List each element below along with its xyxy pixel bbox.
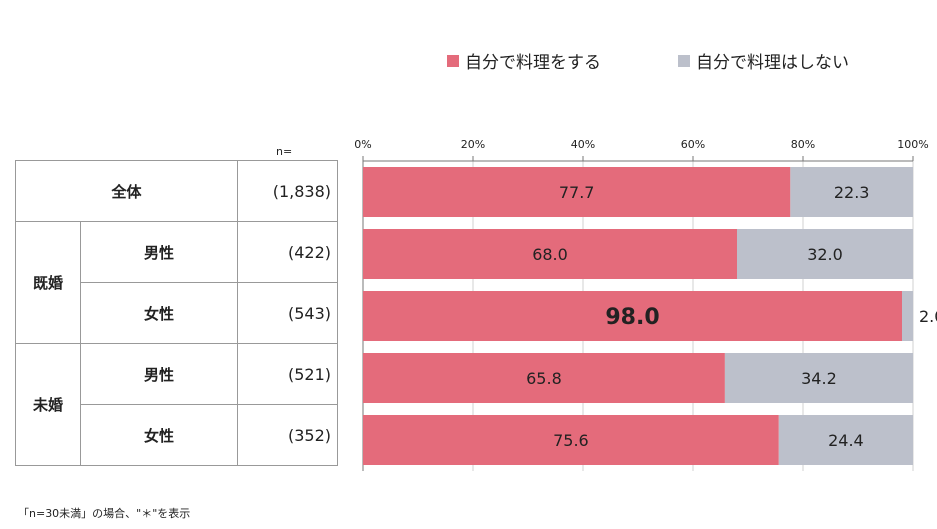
data-label: 22.3	[834, 183, 870, 202]
row-label-unmarried-male: 男性	[80, 343, 238, 405]
table-row: 女性 (352)	[16, 404, 338, 466]
x-tick-label: 20%	[461, 138, 485, 151]
x-tick-label: 40%	[571, 138, 595, 151]
legend-swatch-cook	[447, 54, 459, 67]
data-label: 2.0	[919, 307, 937, 326]
bar-segment	[363, 229, 737, 279]
x-tick-label: 100%	[897, 138, 928, 151]
data-label: 24.4	[828, 431, 864, 450]
legend-label-no-cook: 自分で料理はしない	[696, 53, 849, 73]
table-row: 未婚 男性 (521)	[15, 343, 338, 466]
bar-segment	[790, 167, 913, 217]
footnote: 「n=30未満」の場合、"＊"を表示	[18, 507, 191, 520]
bar-segment	[363, 353, 725, 403]
bar-segment	[363, 167, 791, 217]
data-label: 75.6	[553, 431, 589, 450]
legend-item-no-cook: 自分で料理はしない	[678, 48, 849, 73]
label-table: 全体 (1,838) 既婚 男性 (422) 女性 (543) 未婚 男性 (5…	[15, 160, 338, 466]
legend-item-cook: 自分で料理をする	[447, 48, 601, 73]
row-label-married-male: 男性	[80, 221, 238, 283]
data-label: 68.0	[532, 245, 568, 264]
bar-segment	[724, 353, 913, 403]
legend-label-cook: 自分で料理をする	[465, 53, 601, 73]
row-n-unmarried-female: (352)	[237, 404, 338, 466]
group-label-married: 既婚	[15, 221, 81, 344]
row-n-married-female: (543)	[237, 282, 338, 344]
x-tick-label: 80%	[791, 138, 815, 151]
table-row: 女性 (543)	[16, 282, 338, 344]
bar-segment	[778, 415, 913, 465]
group-label-unmarried: 未婚	[15, 343, 81, 466]
table-row: 既婚 男性 (422)	[15, 221, 338, 344]
row-n-all: (1,838)	[237, 160, 338, 222]
data-label: 65.8	[526, 369, 562, 388]
data-label: 34.2	[801, 369, 837, 388]
n-header: n=	[276, 145, 293, 158]
bar-segment	[363, 415, 779, 465]
data-label: 77.7	[559, 183, 595, 202]
row-label-all: 全体	[15, 160, 238, 222]
data-label: 98.0	[605, 305, 659, 330]
x-tick-label: 60%	[681, 138, 705, 151]
bar-segment	[737, 229, 913, 279]
table-row: 全体 (1,838)	[15, 160, 338, 222]
x-tick-label: 0%	[354, 138, 371, 151]
data-label: 32.0	[807, 245, 843, 264]
row-n-unmarried-male: (521)	[237, 343, 338, 405]
row-n-married-male: (422)	[237, 221, 338, 283]
row-label-unmarried-female: 女性	[80, 404, 238, 466]
legend-swatch-no-cook	[678, 54, 690, 67]
bar-segment	[363, 291, 902, 341]
bar-segment	[902, 291, 913, 341]
